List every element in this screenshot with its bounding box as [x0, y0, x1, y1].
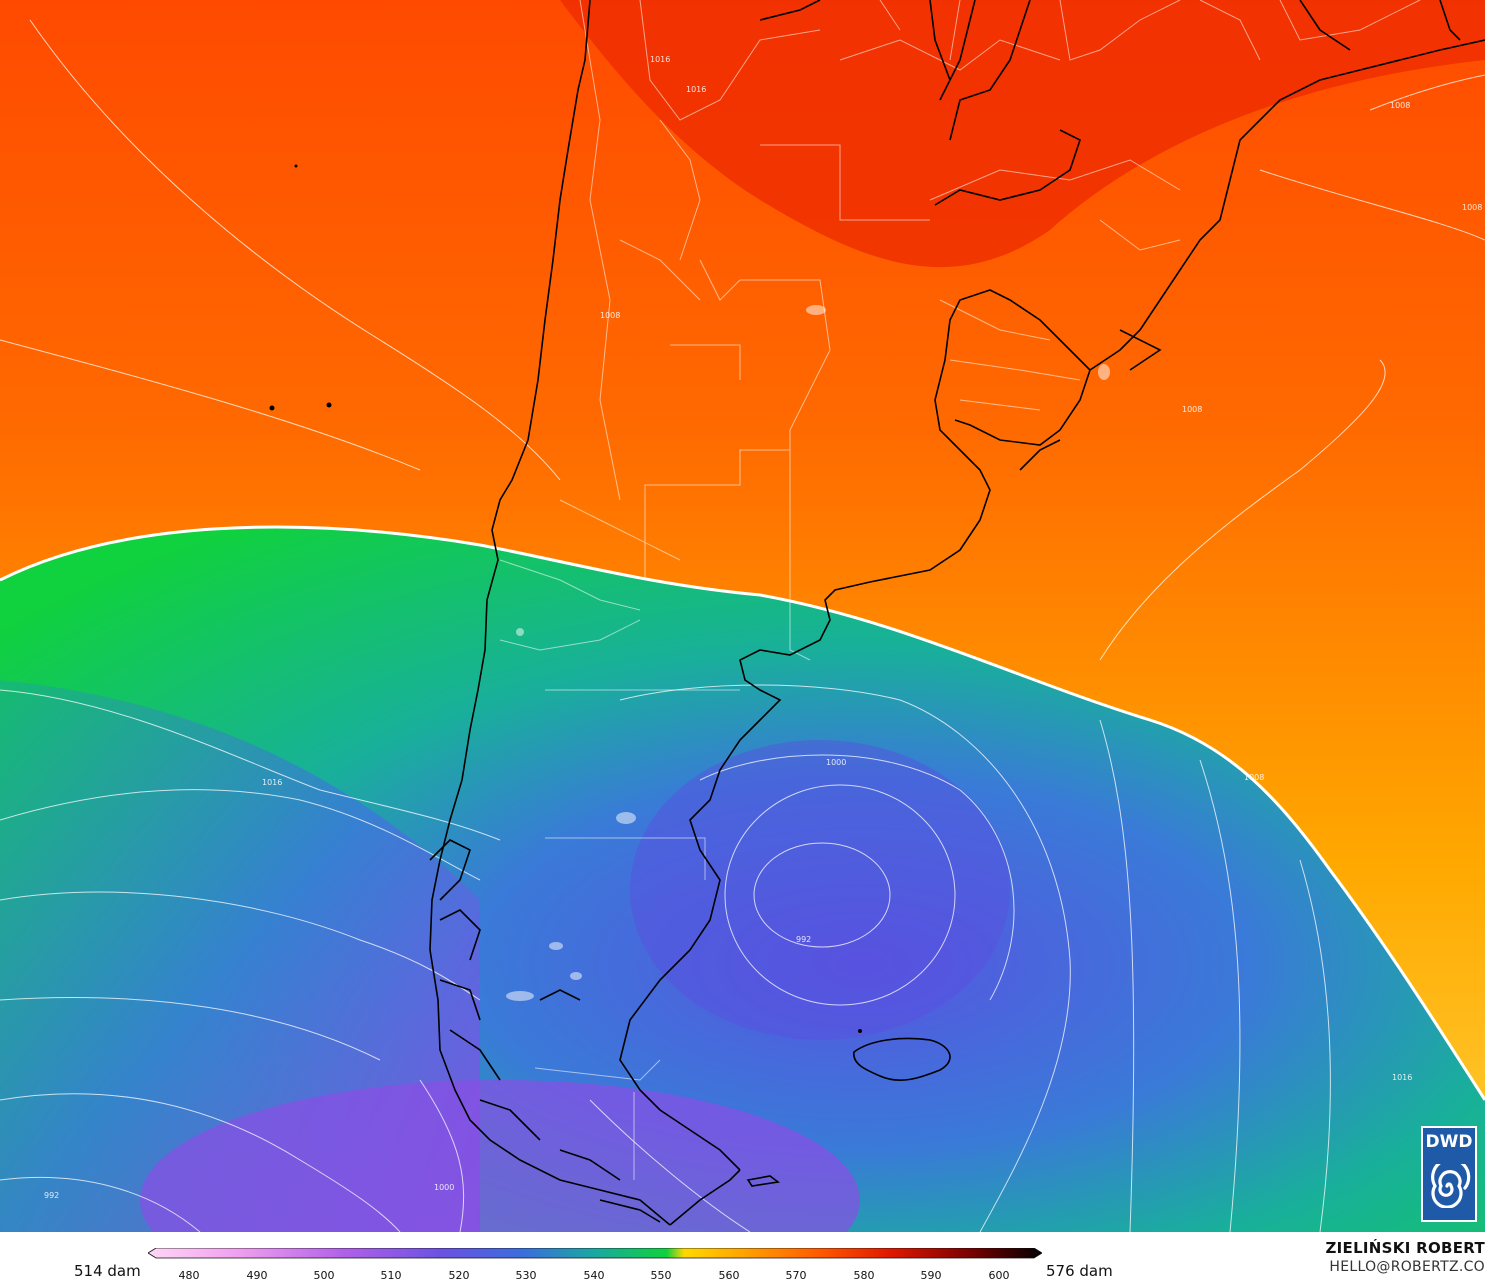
legend-tick: 540	[584, 1269, 605, 1282]
isobar-label: 1000	[826, 758, 846, 767]
isobar-label: 992	[796, 935, 811, 944]
legend-tick: 600	[989, 1269, 1010, 1282]
low-center	[630, 740, 1010, 1040]
legend-tick: 490	[247, 1269, 268, 1282]
islands	[269, 164, 862, 1033]
isobar-label: 1016	[262, 778, 282, 787]
boundary-552	[0, 525, 1485, 1101]
coastlines	[429, 0, 1485, 1226]
isobar-label: 1008	[1244, 773, 1264, 782]
south-purple	[140, 1080, 860, 1232]
legend-bar: 514 dam 576 dam 480 490 500 510 520 530 …	[0, 1232, 1485, 1287]
legend-max-label: 576 dam	[1046, 1262, 1113, 1280]
isobar-label: 1008	[1390, 101, 1410, 110]
author-name: ZIELIŃSKI ROBERT	[1325, 1239, 1485, 1257]
legend-tick: 550	[651, 1269, 672, 1282]
isobar-label: 1016	[650, 55, 670, 64]
legend-tick: 480	[179, 1269, 200, 1282]
legend-tick: 580	[854, 1269, 875, 1282]
author-email: HELLO@ROBERTZ.CO	[1329, 1259, 1485, 1275]
isobar-label: 1016	[686, 85, 706, 94]
hot-core	[560, 0, 1485, 268]
isobar-label: 1008	[1462, 203, 1482, 212]
color-scale-ticks: 480 490 500 510 520 530 540 550 560 570 …	[179, 1269, 1010, 1282]
isobar-label: 992	[44, 1191, 59, 1200]
province-borders	[499, 0, 1421, 1180]
lakes	[506, 305, 1110, 1001]
dwd-logo: DWD	[1421, 1126, 1477, 1222]
legend-tick: 520	[449, 1269, 470, 1282]
map-panel: 1016 1008 1008 1008 1008 1000 992 1016 1…	[0, 0, 1485, 1232]
isobars	[0, 19, 1485, 1232]
dwd-logo-text: DWD	[1425, 1132, 1473, 1152]
legend-tick: 570	[786, 1269, 807, 1282]
isobar-labels: 1016 1008 1008 1008 1008 1000 992 1016 1…	[44, 55, 1482, 1200]
color-scale-bar	[148, 1248, 1042, 1259]
isobar-label: 1008	[1182, 405, 1202, 414]
color-scale: 480 490 500 510 520 530 540 550 560 570 …	[148, 1248, 1042, 1282]
legend-min-label: 514 dam	[74, 1262, 141, 1280]
legend-tick: 530	[516, 1269, 537, 1282]
isobar-label: 1008	[600, 311, 620, 320]
legend-tick: 500	[314, 1269, 335, 1282]
legend-tick: 560	[719, 1269, 740, 1282]
isobar-label: 1016	[1392, 1073, 1412, 1082]
swirl-icon	[1431, 1164, 1471, 1208]
geopotential-map: 1016 1008 1008 1008 1008 1000 992 1016 1…	[0, 0, 1485, 1232]
legend-tick: 590	[921, 1269, 942, 1282]
author-credit: ZIELIŃSKI ROBERT HELLO@ROBERTZ.CO	[1325, 1239, 1485, 1275]
legend-tick: 510	[381, 1269, 402, 1282]
isobar-label: 1000	[434, 1183, 454, 1192]
